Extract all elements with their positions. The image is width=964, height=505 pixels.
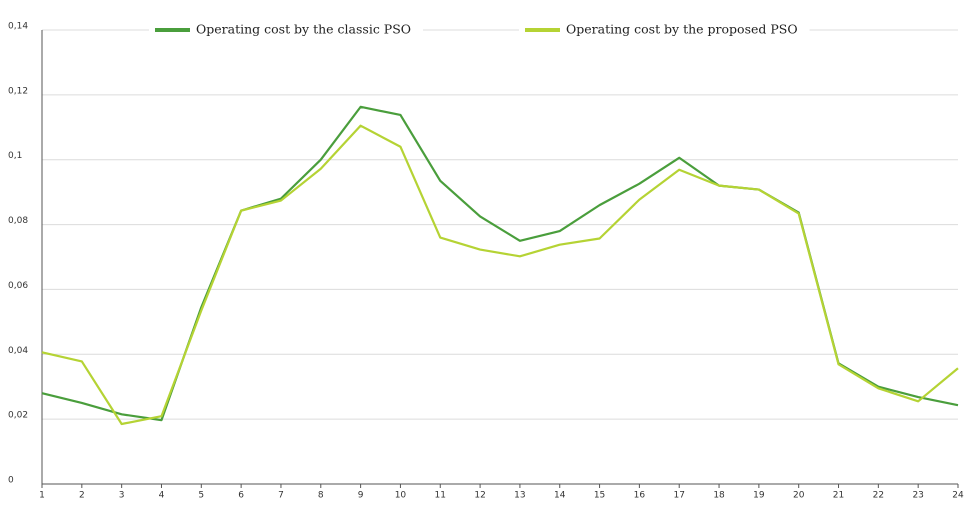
x-tick-label: 17 [673,491,684,501]
x-tick-label: 14 [554,491,566,501]
y-tick-label: 0,02 [8,411,28,421]
legend-background [519,20,810,40]
y-tick-label: 0,14 [8,22,28,32]
x-tick-label: 8 [318,491,324,501]
x-tick-label: 2 [79,491,85,501]
y-tick-label: 0,04 [8,346,28,356]
y-tick-label: 0,08 [8,216,28,226]
y-tick-label: 0 [8,476,14,486]
y-tick-label: 0,06 [8,281,28,291]
x-tick-label: 15 [594,491,605,501]
x-tick-label: 18 [713,491,725,501]
series-line [41,105,959,422]
x-tick-label: 3 [119,491,125,501]
x-tick-label: 11 [435,491,446,501]
x-tick-label: 22 [873,491,884,501]
x-tick-label: 16 [634,491,646,501]
x-tick-label: 24 [952,491,964,501]
x-tick-label: 21 [833,491,844,501]
series-line [41,124,959,426]
x-tick-label: 23 [912,491,923,501]
x-tick-label: 1 [39,491,45,501]
x-tick-label: 10 [395,491,407,501]
x-tick-label: 13 [514,491,525,501]
x-tick-label: 4 [159,491,165,501]
legend-label: Operating cost by the proposed PSO [566,22,798,37]
y-tick-label: 0,1 [8,151,22,161]
legend-label: Operating cost by the classic PSO [196,22,411,37]
x-tick-label: 9 [358,491,364,501]
x-tick-label: 7 [278,491,284,501]
x-tick-label: 20 [793,491,805,501]
y-tick-label: 0,12 [8,86,28,96]
x-tick-label: 6 [238,491,244,501]
x-tick-label: 5 [198,491,204,501]
x-tick-label: 12 [474,491,485,501]
x-tick-label: 19 [753,491,765,501]
legend-background [149,20,424,40]
